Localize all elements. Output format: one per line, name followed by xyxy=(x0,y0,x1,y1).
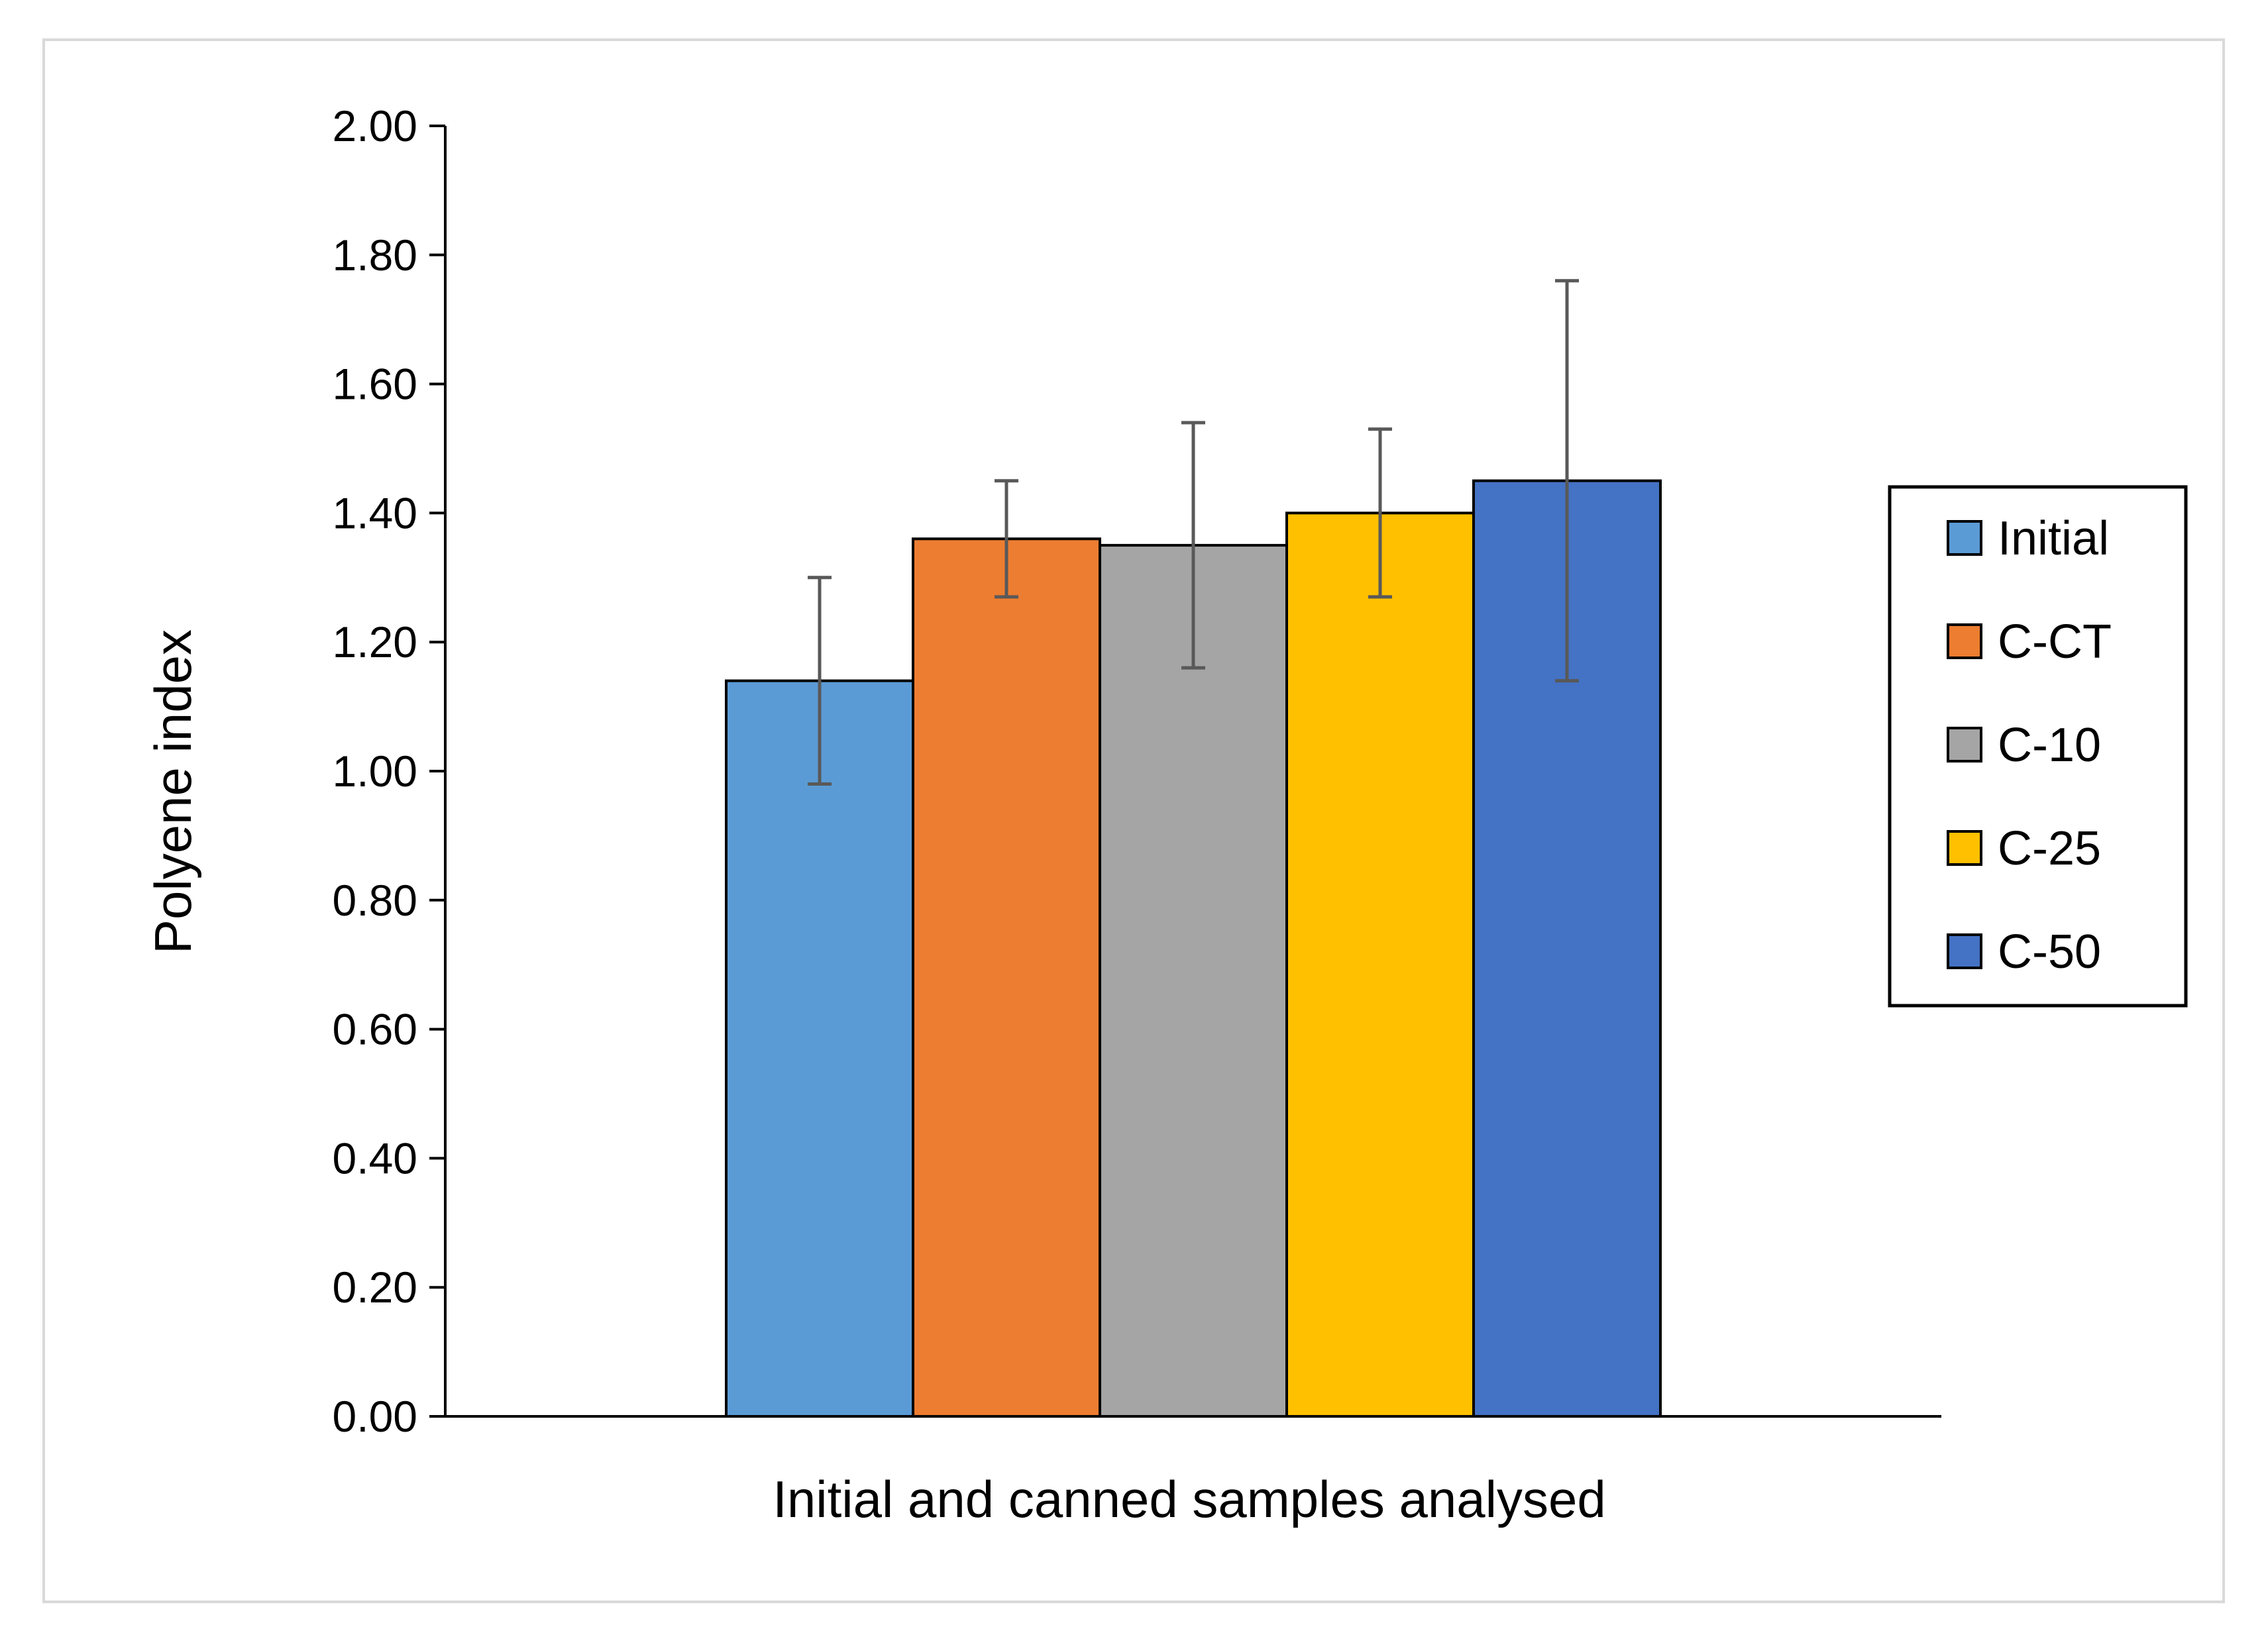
legend-swatch-initial xyxy=(1947,520,1982,556)
y-tick-label: 1.60 xyxy=(333,360,417,409)
y-tick-label: 0.20 xyxy=(333,1263,417,1312)
y-tick-label: 0.40 xyxy=(333,1133,417,1183)
legend-label: Initial xyxy=(1998,512,2109,565)
bar-c-25 xyxy=(1285,511,1475,1418)
y-tick-label: 1.80 xyxy=(333,231,417,280)
legend: Initial C-CT C-10 C-25 C-50 xyxy=(1888,485,2188,1008)
error-bars xyxy=(808,279,1579,786)
legend-swatch-c-ct xyxy=(1947,623,1982,659)
bar-c-ct xyxy=(912,537,1101,1418)
legend-label: C-25 xyxy=(1998,822,2101,875)
axes xyxy=(429,126,1941,1418)
y-tick-label: 0.60 xyxy=(333,1005,417,1054)
legend-label: C-CT xyxy=(1998,615,2112,668)
bars xyxy=(725,479,1662,1418)
bar-initial xyxy=(725,679,914,1418)
x-axis-title: Initial and canned samples analysed xyxy=(773,1470,1605,1528)
y-tick-label: 1.40 xyxy=(333,488,417,537)
legend-box xyxy=(1888,485,2188,1008)
legend-label: C-50 xyxy=(1998,925,2101,978)
legend-label: C-10 xyxy=(1998,719,2101,772)
y-axis-ticks: 0.00 0.20 0.40 0.60 0.80 1.00 1.20 1.40 1.60 1.80… xyxy=(333,101,445,1441)
y-tick-label: 1.20 xyxy=(333,617,417,666)
y-tick-label: 2.00 xyxy=(333,101,417,150)
y-axis-title: Polyene index xyxy=(144,629,202,954)
legend-swatch-c-10 xyxy=(1947,727,1982,763)
legend-swatch-c-25 xyxy=(1947,830,1982,866)
bar-c-10 xyxy=(1099,544,1288,1418)
y-tick-label: 0.00 xyxy=(333,1392,417,1441)
y-tick-label: 0.80 xyxy=(333,876,417,925)
y-tick-label: 1.00 xyxy=(333,747,417,796)
legend-swatch-c-50 xyxy=(1947,933,1982,969)
